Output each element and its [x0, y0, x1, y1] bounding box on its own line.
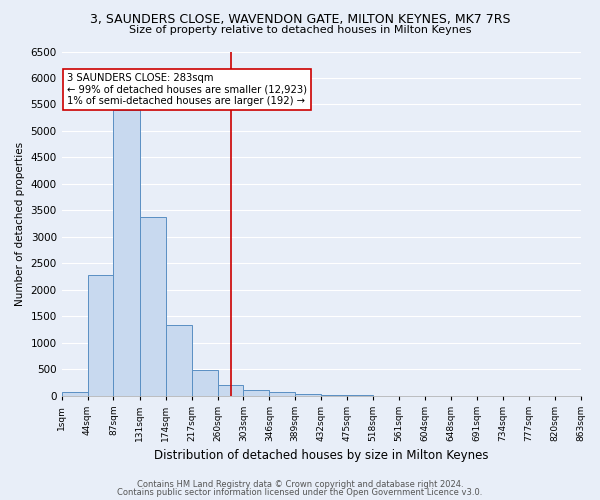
X-axis label: Distribution of detached houses by size in Milton Keynes: Distribution of detached houses by size … [154, 450, 488, 462]
Text: 3, SAUNDERS CLOSE, WAVENDON GATE, MILTON KEYNES, MK7 7RS: 3, SAUNDERS CLOSE, WAVENDON GATE, MILTON… [90, 12, 510, 26]
Y-axis label: Number of detached properties: Number of detached properties [15, 142, 25, 306]
Bar [140, 216, 166, 396]
Bar [191, 370, 218, 396]
Bar [88, 275, 113, 396]
Bar [244, 390, 269, 396]
Text: Contains HM Land Registry data © Crown copyright and database right 2024.: Contains HM Land Registry data © Crown c… [137, 480, 463, 489]
Bar [218, 385, 244, 396]
Bar [321, 395, 347, 396]
Bar [295, 394, 321, 396]
Text: Size of property relative to detached houses in Milton Keynes: Size of property relative to detached ho… [129, 25, 471, 35]
Text: Contains public sector information licensed under the Open Government Licence v3: Contains public sector information licen… [118, 488, 482, 497]
Text: 3 SAUNDERS CLOSE: 283sqm
← 99% of detached houses are smaller (12,923)
1% of sem: 3 SAUNDERS CLOSE: 283sqm ← 99% of detach… [67, 72, 307, 106]
Bar [166, 325, 191, 396]
Bar [113, 110, 140, 396]
Bar [62, 392, 88, 396]
Bar [269, 392, 295, 396]
